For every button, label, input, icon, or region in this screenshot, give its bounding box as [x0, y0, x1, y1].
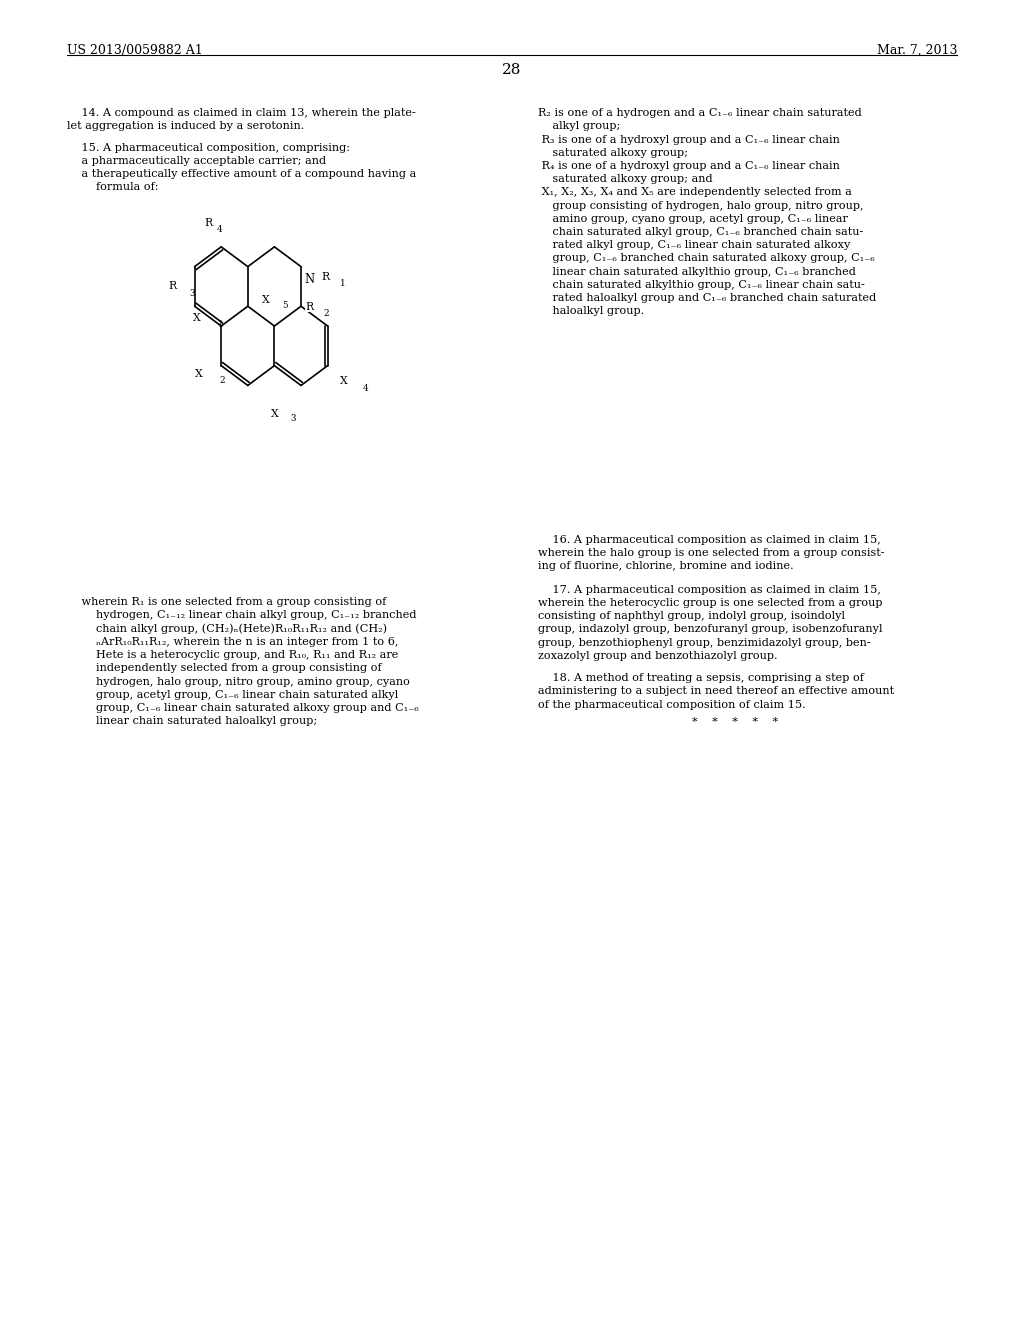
Text: 17. A pharmaceutical composition as claimed in claim 15,
wherein the heterocycli: 17. A pharmaceutical composition as clai…	[538, 585, 882, 661]
Text: 28: 28	[503, 63, 521, 78]
Text: 1: 1	[218, 321, 223, 329]
Text: X: X	[262, 294, 270, 305]
Text: US 2013/0059882 A1: US 2013/0059882 A1	[67, 44, 203, 57]
Text: 1: 1	[340, 280, 345, 288]
Text: 2: 2	[324, 309, 329, 318]
Text: 18. A method of treating a sepsis, comprising a step of
administering to a subje: 18. A method of treating a sepsis, compr…	[538, 673, 894, 710]
Text: 3: 3	[189, 289, 195, 297]
Text: R: R	[305, 301, 313, 312]
Text: N: N	[304, 273, 314, 286]
Text: X: X	[193, 313, 201, 323]
Text: 2: 2	[220, 376, 225, 384]
Text: wherein R₁ is one selected from a group consisting of
        hydrogen, C₁₋₁₂ li: wherein R₁ is one selected from a group …	[67, 597, 419, 726]
Text: R₂ is one of a hydrogen and a C₁₋₆ linear chain saturated
    alkyl group;
 R₃ i: R₂ is one of a hydrogen and a C₁₋₆ linea…	[538, 108, 876, 317]
Text: 4: 4	[362, 384, 369, 392]
Text: 15. A pharmaceutical composition, comprising:
    a pharmaceutically acceptable : 15. A pharmaceutical composition, compri…	[67, 143, 416, 193]
Text: X: X	[195, 368, 203, 379]
Text: 3: 3	[290, 414, 296, 424]
Text: R: R	[205, 218, 213, 228]
Text: R: R	[322, 272, 330, 282]
Text: 5: 5	[282, 301, 288, 310]
Text: X: X	[340, 376, 348, 387]
Text: 14. A compound as claimed in claim 13, wherein the plate-
let aggregation is ind: 14. A compound as claimed in claim 13, w…	[67, 108, 416, 132]
Text: 4: 4	[216, 226, 222, 234]
Text: Mar. 7, 2013: Mar. 7, 2013	[877, 44, 957, 57]
Text: 16. A pharmaceutical composition as claimed in claim 15,
wherein the halo group : 16. A pharmaceutical composition as clai…	[538, 535, 884, 572]
Text: R: R	[168, 281, 176, 292]
Text: *    *    *    *    *: * * * * *	[692, 717, 778, 727]
Text: X: X	[270, 409, 279, 420]
